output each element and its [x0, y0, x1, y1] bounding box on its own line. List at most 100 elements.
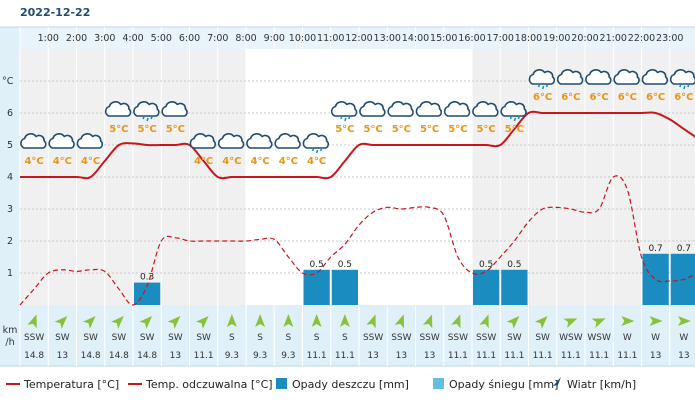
cloud-icon — [20, 133, 47, 149]
hour-label: 9:00 — [264, 33, 285, 44]
y-tick-label: 2 — [7, 236, 13, 247]
cloud-icon — [443, 101, 471, 117]
temperature-label: 5°C — [505, 124, 524, 135]
wind-unit-label: /h — [5, 337, 14, 348]
hour-label: 7:00 — [207, 33, 228, 44]
wind-speed: 11.1 — [194, 351, 214, 361]
legend-label: Opady deszczu [mm] — [292, 378, 409, 391]
wind-speed: 11.1 — [448, 351, 468, 361]
wind-row: km/h SSW14.8SW13SW14.8SW14.8SW14.8SW13SW1… — [3, 314, 691, 361]
rain-bar-label: 0.5 — [309, 260, 323, 270]
wind-direction: SW — [140, 333, 155, 343]
cloud-icon — [217, 133, 245, 149]
temperature-label: 5°C — [137, 124, 156, 135]
temperature-label: 4°C — [279, 156, 298, 167]
cloud-shape — [330, 101, 358, 117]
rain-drop-icon — [319, 147, 323, 152]
wind-arrow-icon — [311, 314, 322, 327]
cloud-shape — [161, 101, 188, 117]
wind-direction: SW — [535, 333, 550, 343]
wind-direction: SSW — [448, 333, 468, 343]
wind-arrow-icon — [591, 318, 606, 328]
rain-bar — [501, 269, 528, 305]
rain-bar-label: 0.3 — [140, 273, 154, 283]
wind-arrow-shape — [339, 314, 350, 327]
cloud-icon — [161, 101, 188, 117]
temperature-label: 6°C — [618, 92, 637, 103]
hour-label: 11:00 — [317, 33, 344, 44]
y-tick-label: 1 — [7, 268, 13, 279]
rain-drop-icon — [315, 149, 319, 154]
cloud-shape — [669, 69, 695, 85]
cloud-icon — [302, 133, 330, 154]
cloud-shape — [443, 101, 471, 117]
y-axis: °C 1 2 3 4 5 6 — [2, 76, 14, 279]
wind-arrow-icon — [82, 316, 96, 329]
wind-arrow-shape — [506, 316, 520, 329]
wind-arrow-icon — [111, 316, 124, 329]
date-title: 2022-12-22 — [20, 6, 90, 19]
wind-arrow-icon — [553, 377, 561, 390]
legend-label: Temp. odczuwalna [°C] — [145, 378, 273, 391]
hour-label: 22:00 — [628, 33, 655, 44]
hour-label: 3:00 — [94, 33, 115, 44]
wind-arrow-shape — [82, 316, 96, 329]
wind-arrow-icon — [283, 314, 294, 327]
temperature-label: 6°C — [533, 92, 552, 103]
temperature-lines — [19, 110, 695, 306]
wind-speed: 13 — [57, 351, 68, 361]
wind-direction: SSW — [419, 333, 439, 343]
hour-label: 13:00 — [374, 33, 401, 44]
cloud-icon — [556, 69, 584, 85]
rain-drop-icon — [340, 115, 343, 120]
legend-label: Temperatura [°C] — [23, 378, 119, 391]
wind-speed: 14.8 — [24, 351, 44, 361]
cloud-shape — [48, 133, 75, 149]
rain-bar-label: 0.7 — [648, 244, 662, 254]
wind-arrow-shape — [621, 316, 635, 326]
hour-label: 17:00 — [487, 33, 514, 44]
wind-speed: 13 — [650, 351, 661, 361]
wind-arrow-shape — [255, 314, 266, 327]
wind-speed: 11.1 — [476, 351, 496, 361]
rain-drop-icon — [687, 83, 690, 88]
temperature-label: 5°C — [363, 124, 382, 135]
rain-drop-icon — [679, 83, 682, 88]
cloud-icon — [104, 101, 132, 117]
wind-direction: W — [651, 333, 660, 343]
temperature-label: 5°C — [448, 124, 467, 135]
wind-arrow-shape — [451, 314, 461, 329]
cloud-shape — [359, 101, 386, 117]
wind-speed: 14.8 — [109, 351, 129, 361]
wind-arrow-icon — [506, 316, 520, 329]
legend-box-swatch — [433, 378, 444, 389]
rain-drop-icon — [150, 115, 153, 120]
wind-arrow-icon — [226, 314, 237, 327]
wind-speed: 11.1 — [561, 351, 581, 361]
wind-direction: S — [314, 333, 320, 343]
wind-arrow-icon — [534, 316, 548, 329]
cloud-shape — [613, 69, 640, 85]
wind-direction: S — [229, 333, 235, 343]
weather-icons: 4°C 4°C 4°C 5°C 5°C 5°C 4°C 4°C 4°C 4°C 4°C 5°C 5°C 5… — [20, 69, 695, 167]
wind-arrow-shape — [677, 316, 691, 326]
legend-box-swatch — [276, 378, 287, 389]
wind-direction: SW — [507, 333, 522, 343]
left-panel — [0, 27, 20, 366]
wind-direction: WSW — [559, 333, 583, 343]
temperature-line — [19, 110, 695, 180]
wind-arrow-shape — [283, 314, 294, 327]
legend-label: Wiatr [km/h] — [567, 378, 636, 391]
wind-direction: SW — [112, 333, 127, 343]
rain-drop-icon — [683, 85, 686, 90]
rain-bar — [473, 269, 500, 305]
hour-label: 12:00 — [345, 33, 372, 44]
cloud-shape — [189, 133, 217, 149]
temperature-label: 5°C — [166, 124, 185, 135]
cloud-icon — [48, 133, 75, 149]
cloud-icon — [585, 69, 612, 85]
rain-bar — [303, 269, 330, 305]
wind-arrow-icon — [563, 318, 578, 328]
temperature-label: 4°C — [81, 156, 100, 167]
hour-label: 10:00 — [289, 33, 316, 44]
